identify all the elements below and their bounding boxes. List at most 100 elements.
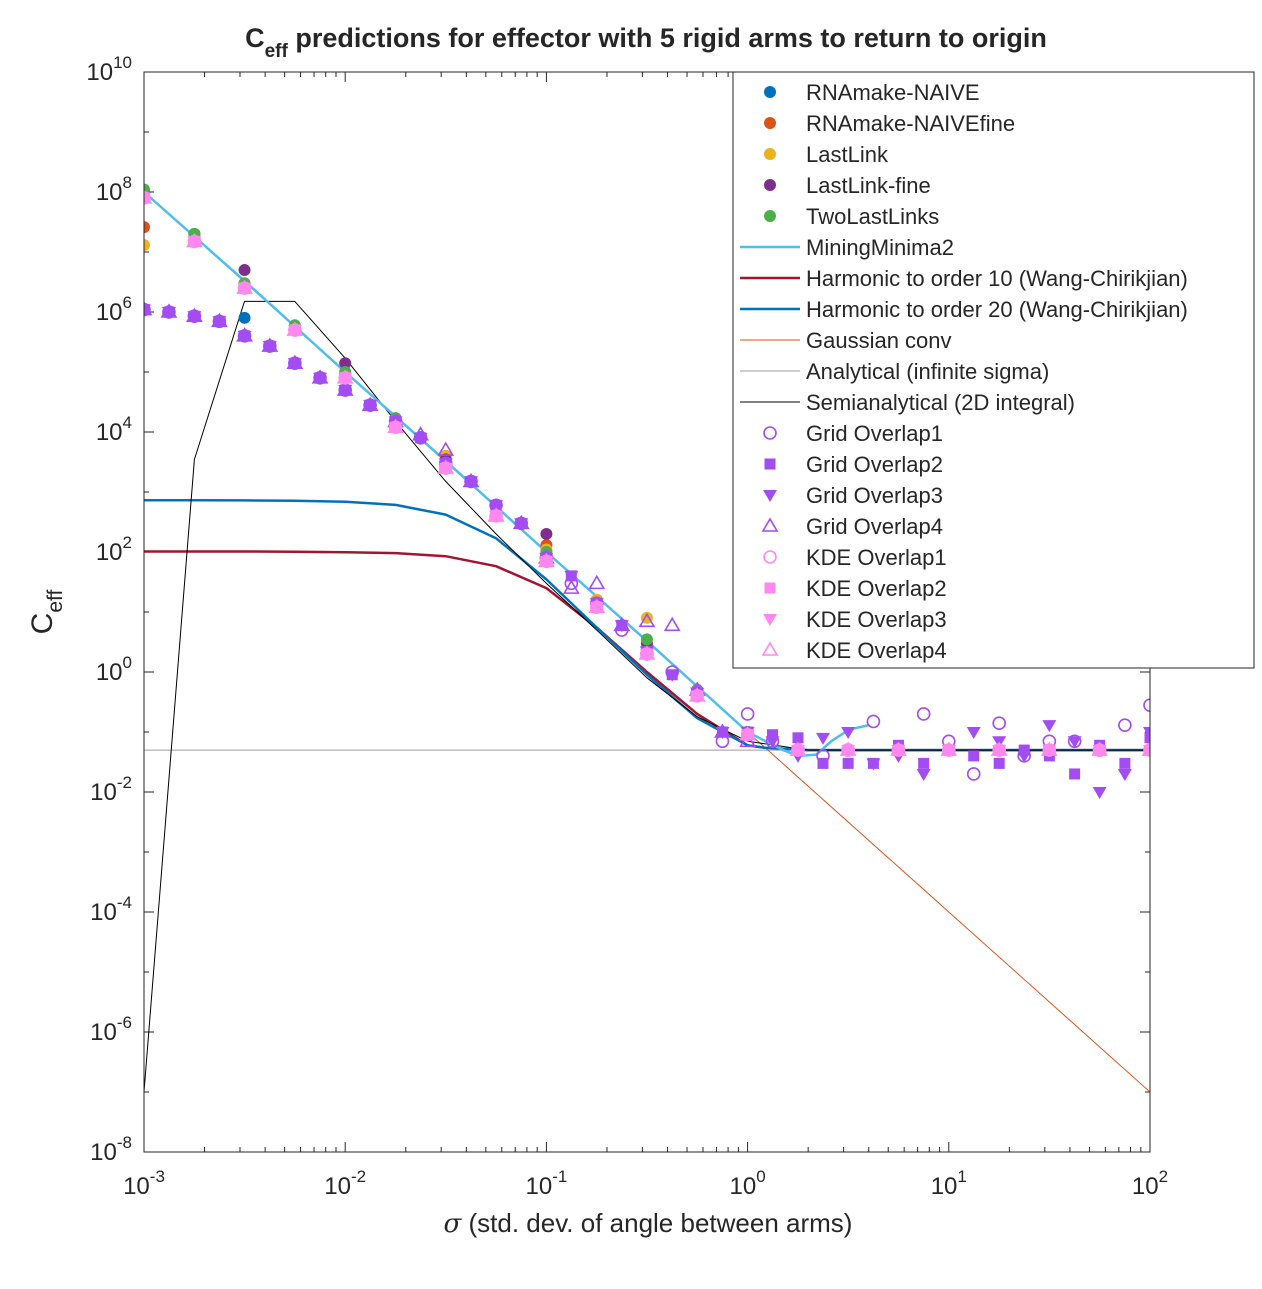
x-tick-label: 10-2 bbox=[324, 1167, 366, 1200]
y-tick-label-exp: -2 bbox=[117, 773, 132, 792]
data-point-grid-overlap4 bbox=[512, 514, 530, 530]
data-point-twolastlinks bbox=[640, 633, 653, 646]
legend-label-grid-overlap2: Grid Overlap2 bbox=[806, 452, 943, 477]
data-point-grid-overlap3 bbox=[1092, 787, 1107, 799]
data-point-grid-overlap4 bbox=[236, 327, 253, 342]
data-point-kde-overlap4 bbox=[185, 232, 203, 248]
y-tick-label: 10-8 bbox=[90, 1133, 132, 1166]
data-point-kde-overlap4 bbox=[1141, 741, 1150, 756]
y-tick-label: 10-6 bbox=[90, 1013, 132, 1046]
data-point-grid-overlap3 bbox=[489, 500, 504, 513]
y-tick-label-exp: 6 bbox=[123, 293, 132, 312]
legend-label-gaussian-conv: Gaussian conv bbox=[806, 328, 952, 353]
data-point-grid-overlap4 bbox=[286, 354, 304, 370]
data-point-grid-overlap2 bbox=[918, 757, 930, 769]
data-point-grid-overlap3 bbox=[1042, 720, 1057, 733]
data-point-grid-overlap4 bbox=[638, 612, 656, 628]
x-tick-label: 100 bbox=[730, 1167, 766, 1200]
legend-swatch-rnamake-naive bbox=[764, 86, 776, 98]
data-point-grid-overlap2 bbox=[817, 757, 829, 769]
y-tick-label: 104 bbox=[96, 413, 132, 446]
legend-swatch-lastlink bbox=[764, 148, 776, 160]
legend-label-rnamake-naive: RNAmake-NAIVE bbox=[806, 80, 980, 105]
y-tick-label-exp: -4 bbox=[117, 893, 132, 912]
data-point-grid-overlap3 bbox=[665, 669, 680, 682]
data-point-grid-overlap3 bbox=[815, 732, 830, 745]
data-point-grid-overlap4 bbox=[160, 303, 178, 318]
x-tick-label-exp: -3 bbox=[150, 1167, 165, 1186]
y-tick-label-base: 10 bbox=[96, 179, 123, 206]
data-point-grid-overlap2 bbox=[968, 750, 980, 762]
data-point-grid-overlap4 bbox=[437, 441, 455, 456]
legend-label-lastlink-fine: LastLink-fine bbox=[806, 173, 931, 198]
series-markers bbox=[144, 183, 1150, 799]
y-tick-label: 10-2 bbox=[90, 773, 132, 806]
y-tick-label-base: 10 bbox=[90, 899, 117, 926]
legend-label-kde-overlap4: KDE Overlap4 bbox=[806, 638, 947, 663]
data-point-grid-overlap4 bbox=[361, 396, 379, 411]
legend-label-semianalytical-2d-integral: Semianalytical (2D integral) bbox=[806, 390, 1075, 415]
data-point-kde-overlap4 bbox=[336, 369, 354, 384]
data-point-grid-overlap2 bbox=[1018, 744, 1030, 756]
data-point-grid-overlap3 bbox=[841, 727, 856, 739]
data-point-kde-overlap4 bbox=[487, 507, 505, 522]
x-tick-label-exp: -1 bbox=[552, 1167, 567, 1186]
y-tick-label: 1010 bbox=[86, 53, 132, 86]
x-tick-label-exp: 2 bbox=[1159, 1167, 1168, 1186]
data-point-kde-overlap4 bbox=[387, 418, 404, 434]
data-point-kde-overlap4 bbox=[588, 598, 606, 614]
data-point-grid-overlap2 bbox=[1144, 732, 1150, 744]
data-point-grid-overlap3 bbox=[916, 768, 931, 781]
data-point-grid-overlap2 bbox=[1069, 768, 1081, 780]
y-tick-label-base: 10 bbox=[90, 1139, 117, 1166]
legend-label-lastlink: LastLink bbox=[806, 142, 889, 167]
series-line-semianalytical-2d-integral bbox=[144, 300, 1150, 1093]
data-point-kde-overlap4 bbox=[890, 741, 907, 756]
chart-title: Ceff predictions for effector with 5 rig… bbox=[245, 23, 1047, 62]
x-tick-label: 101 bbox=[931, 1167, 967, 1200]
data-point-grid-overlap2 bbox=[1119, 757, 1131, 769]
legend: RNAmake-NAIVE RNAmake-NAIVEfine LastLink La… bbox=[732, 71, 1255, 669]
data-point-grid-overlap3 bbox=[564, 570, 579, 583]
data-point-kde-overlap4 bbox=[839, 741, 857, 756]
data-point-grid-overlap3 bbox=[1017, 750, 1032, 763]
x-axis-label: σ (std. dev. of angle between arms) bbox=[444, 1208, 853, 1239]
x-tick-label-exp: 1 bbox=[957, 1167, 966, 1186]
data-point-grid-overlap1 bbox=[1143, 698, 1150, 712]
legend-swatch-rnamake-naivefine bbox=[764, 117, 776, 129]
legend-label-harmonic-to-order-10-wang-chirikjian: Harmonic to order 10 (Wang-Chirikjian) bbox=[806, 266, 1188, 291]
legend-swatch-lastlink-fine bbox=[764, 179, 776, 191]
data-point-rnamake-naive bbox=[238, 311, 251, 324]
data-point-grid-overlap4 bbox=[336, 381, 354, 396]
x-tick-label-base: 10 bbox=[123, 1173, 150, 1200]
legend-label-kde-overlap3: KDE Overlap3 bbox=[806, 607, 947, 632]
legend-swatch-grid-overlap1 bbox=[763, 426, 777, 440]
data-point-grid-overlap3 bbox=[866, 758, 881, 771]
y-tick-label: 100 bbox=[96, 653, 132, 686]
legend-label-rnamake-naivefine: RNAmake-NAIVEfine bbox=[806, 111, 1015, 136]
data-point-grid-overlap3 bbox=[1067, 736, 1082, 749]
legend-swatch-kde-overlap4 bbox=[761, 641, 779, 656]
y-tick-label-exp: -8 bbox=[117, 1133, 132, 1152]
data-point-kde-overlap4 bbox=[144, 189, 153, 204]
data-point-grid-overlap2 bbox=[993, 757, 1005, 769]
x-tick-label: 10-3 bbox=[123, 1167, 165, 1200]
x-tick-label: 102 bbox=[1132, 1167, 1168, 1200]
y-tick-label-exp: -6 bbox=[117, 1013, 132, 1032]
x-tick-label: 10-1 bbox=[525, 1167, 567, 1200]
data-point-kde-overlap4 bbox=[286, 321, 304, 336]
x-tick-label-base: 10 bbox=[525, 1173, 552, 1200]
legend-label-analytical-infinite-sigma: Analytical (infinite sigma) bbox=[806, 359, 1049, 384]
data-point-grid-overlap4 bbox=[663, 616, 681, 632]
y-tick-label: 108 bbox=[96, 173, 132, 206]
y-tick-label-base: 10 bbox=[90, 1019, 117, 1046]
y-axis-label: Ceff bbox=[26, 590, 67, 635]
legend-label-twolastlinks: TwoLastLinks bbox=[806, 204, 939, 229]
y-tick-label: 10-4 bbox=[90, 893, 132, 926]
y-tick-label-exp: 2 bbox=[123, 533, 132, 552]
series-markers-kde-overlap4 bbox=[144, 189, 1150, 756]
legend-label-harmonic-to-order-20-wang-chirikjian: Harmonic to order 20 (Wang-Chirikjian) bbox=[806, 297, 1188, 322]
data-point-kde-overlap4 bbox=[1040, 741, 1058, 756]
